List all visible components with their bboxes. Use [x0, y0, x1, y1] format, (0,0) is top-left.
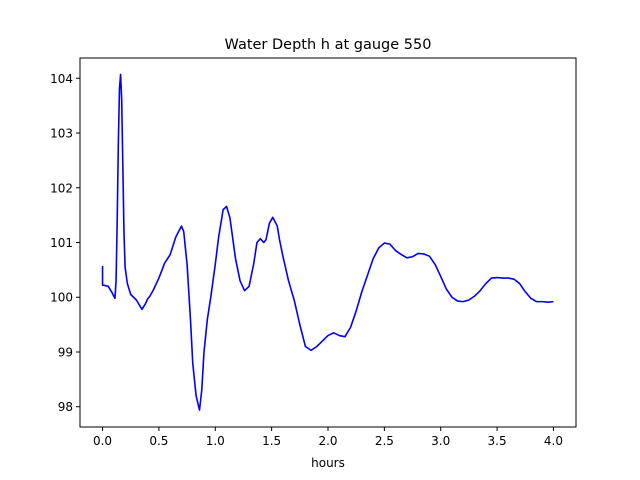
x-tick-label: 2.0	[318, 434, 337, 448]
y-tick-label: 101	[50, 236, 73, 250]
x-axis-label: hours	[311, 456, 345, 470]
axis-ticks: 0.0 0.5 1.0 1.5 2.0 2.5 3.0 3.5 4.0 98 99 100 101 102…	[50, 72, 563, 448]
x-tick-label: 0.5	[149, 434, 168, 448]
series-line-0	[101, 73, 554, 411]
x-tick-label: 3.0	[431, 434, 450, 448]
y-tick-label: 100	[50, 291, 73, 305]
x-tick-label: 0.0	[93, 434, 112, 448]
y-tick-label: 102	[50, 181, 73, 195]
y-tick-label: 99	[58, 345, 73, 359]
y-tick-label: 104	[50, 72, 73, 86]
plot-area	[101, 73, 554, 411]
y-tick-label: 98	[58, 400, 73, 414]
x-tick-label: 1.0	[206, 434, 225, 448]
x-tick-label: 1.5	[262, 434, 281, 448]
chart-title: Water Depth h at gauge 550	[225, 37, 432, 53]
x-tick-label: 2.5	[375, 434, 394, 448]
y-tick-label: 103	[50, 127, 73, 141]
x-tick-label: 3.5	[488, 434, 507, 448]
x-tick-label: 4.0	[544, 434, 563, 448]
axes-frame	[79, 57, 577, 428]
